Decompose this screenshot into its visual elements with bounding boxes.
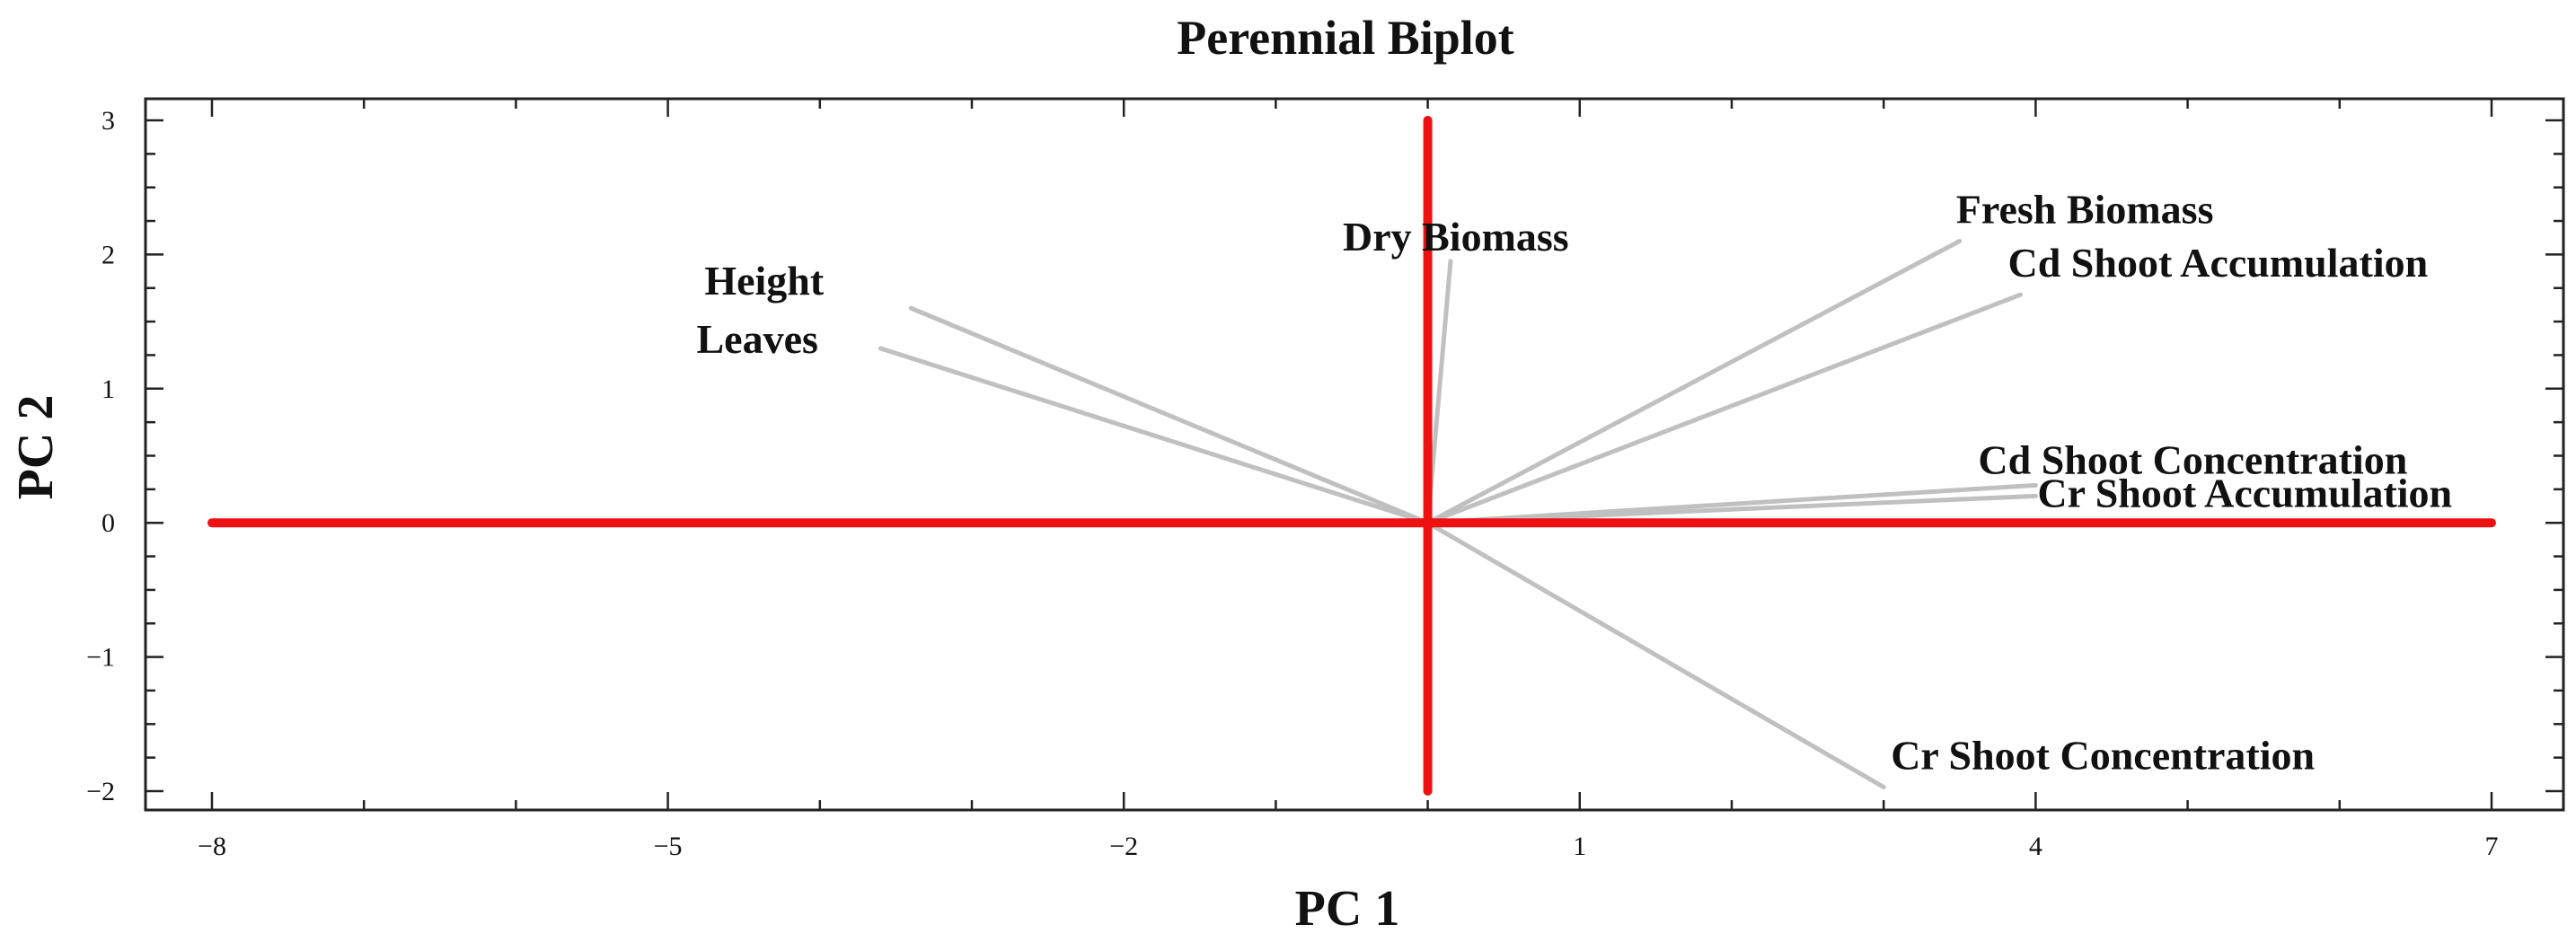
vector-line <box>1425 238 1963 525</box>
y-tick-label: 1 <box>101 374 115 404</box>
vector-label: Dry Biomass <box>1343 214 1569 260</box>
vector-label: Cd Shoot Concentration <box>1978 436 2407 482</box>
x-axis-title: PC 1 <box>1295 881 1400 937</box>
x-tick-label: −5 <box>654 832 683 861</box>
y-axis-title: PC 2 <box>8 395 64 500</box>
vector-line <box>908 305 1431 525</box>
x-tick-label: 7 <box>2485 832 2499 861</box>
vector-label: Cr Shoot Concentration <box>1891 733 2315 779</box>
vector-line <box>1425 292 2023 525</box>
x-tick-label: −2 <box>1109 832 1138 861</box>
axis-ticks <box>146 99 2563 810</box>
y-tick-label: 3 <box>101 106 115 136</box>
y-tick-label: 2 <box>101 240 115 269</box>
chart-title: Perennial Biplot <box>1177 11 1514 65</box>
x-tick-label: 1 <box>1573 832 1586 861</box>
vector-label: Height <box>704 258 825 304</box>
vector-line <box>1425 520 1886 790</box>
vector-label: Cr Shoot Accumulation <box>2037 470 2452 515</box>
y-tick-label: −2 <box>86 777 115 806</box>
reference-lines <box>207 116 2496 796</box>
x-tick-label: 4 <box>2029 832 2042 861</box>
vector-labels: Height Leaves Dry Biomass Fresh Biomass Cd S… <box>696 186 2452 778</box>
vector-label: Fresh Biomass <box>1956 186 2214 232</box>
x-tick-label: −8 <box>198 832 226 861</box>
vector-line <box>878 346 1431 525</box>
plot-frame <box>144 97 2565 812</box>
y-tick-label: 0 <box>101 508 115 538</box>
y-tick-label: −1 <box>86 643 115 673</box>
loading-vectors <box>878 238 2038 790</box>
tick-labels: −8 −5 −2 1 4 7 −2 −1 0 1 2 3 <box>86 106 2498 861</box>
vector-label: Leaves <box>696 316 817 362</box>
vector-label: Cd Shoot Accumulation <box>2007 240 2428 286</box>
